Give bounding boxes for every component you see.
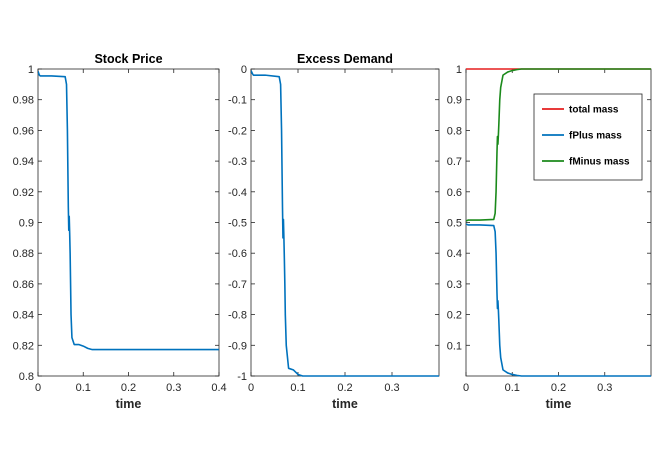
x-tick-label: 0.1 bbox=[505, 382, 520, 394]
series-line-fplus-mass bbox=[466, 223, 651, 377]
series-line-fminus-mass bbox=[466, 68, 651, 222]
y-tick-label: 1 bbox=[456, 64, 462, 76]
x-tick-label: 0.1 bbox=[290, 382, 305, 394]
y-tick-label: 0.1 bbox=[447, 340, 462, 352]
x-tick-label: 0.4 bbox=[211, 382, 226, 394]
y-tick-label: -0.4 bbox=[228, 187, 247, 199]
y-tick-label: -1 bbox=[237, 371, 247, 383]
series-line-1 bbox=[38, 71, 219, 351]
chart-panel-1: 0 0.1 0.2 0.3 0.4 0.8 0.82 0.84 0.86 0.88 0.9 0.92 0… bbox=[13, 52, 227, 411]
x-tick-label: 0.3 bbox=[384, 382, 399, 394]
chart-title: Excess Demand bbox=[297, 52, 393, 66]
y-tick-label: 0.5 bbox=[447, 218, 462, 230]
y-tick-label: -0.7 bbox=[228, 279, 247, 291]
y-tick-label: 0.92 bbox=[13, 187, 34, 199]
y-tick-label: 0 bbox=[241, 64, 247, 76]
legend-label: total mass bbox=[569, 105, 619, 116]
y-tick-label: -0.6 bbox=[228, 248, 247, 260]
chart-panel-3: 0 0.1 0.2 0.3 0.1 0.2 0.3 0.4 0.5 0.6 0.7 0.8 0.9 1 ti… bbox=[447, 64, 652, 411]
x-axis-label: time bbox=[546, 397, 572, 411]
y-tick-label: -0.5 bbox=[228, 218, 247, 230]
y-tick-label: 0.9 bbox=[19, 218, 34, 230]
y-tick-label: -0.9 bbox=[228, 340, 247, 352]
y-tick-label: 0.4 bbox=[447, 248, 462, 260]
x-tick-label: 0.3 bbox=[597, 382, 612, 394]
legend-label: fMinus mass bbox=[569, 157, 630, 168]
y-tick-label: -0.1 bbox=[228, 95, 247, 107]
chart-title: Stock Price bbox=[94, 52, 162, 66]
y-tick-label: 0.96 bbox=[13, 125, 34, 137]
x-axis-label: time bbox=[332, 397, 358, 411]
legend-label: fPlus mass bbox=[569, 131, 622, 142]
series-line-1 bbox=[251, 70, 439, 377]
plot-area bbox=[37, 68, 220, 377]
x-tick-label: 0.3 bbox=[166, 382, 181, 394]
y-tick-label: -0.3 bbox=[228, 156, 247, 168]
x-tick-label: 0.2 bbox=[337, 382, 352, 394]
legend: total mass fPlus mass fMinus mass bbox=[533, 93, 643, 181]
y-tick-label: 0.7 bbox=[447, 156, 462, 168]
y-tick-label: 0.6 bbox=[447, 187, 462, 199]
x-tick-label: 0 bbox=[248, 382, 254, 394]
y-tick-label: 0.8 bbox=[447, 125, 462, 137]
y-tick-label: -0.2 bbox=[228, 125, 247, 137]
y-tick-label: 0.86 bbox=[13, 279, 34, 291]
y-tick-label: 0.2 bbox=[447, 310, 462, 322]
plot-area bbox=[250, 68, 440, 377]
chart-panel-2: 0 0.1 0.2 0.3 -1 -0.9 -0.8 -0.7 -0.6 -0.5 -0.4 -0.3… bbox=[228, 52, 440, 411]
x-axis-label: time bbox=[116, 397, 142, 411]
y-tick-label: 0.9 bbox=[447, 95, 462, 107]
y-tick-label: 0.94 bbox=[13, 156, 34, 168]
y-tick-label: 0.82 bbox=[13, 340, 34, 352]
x-tick-label: 0 bbox=[35, 382, 41, 394]
y-tick-label: 0.84 bbox=[13, 310, 34, 322]
y-tick-label: 0.3 bbox=[447, 279, 462, 291]
x-tick-label: 0.1 bbox=[76, 382, 91, 394]
y-tick-label: 0.8 bbox=[19, 371, 34, 383]
y-tick-label: -0.8 bbox=[228, 310, 247, 322]
x-tick-label: 0 bbox=[463, 382, 469, 394]
x-tick-label: 0.2 bbox=[551, 382, 566, 394]
y-tick-label: 1 bbox=[28, 64, 34, 76]
y-tick-label: 0.88 bbox=[13, 248, 34, 260]
y-tick-label: 0.98 bbox=[13, 95, 34, 107]
x-tick-label: 0.2 bbox=[121, 382, 136, 394]
